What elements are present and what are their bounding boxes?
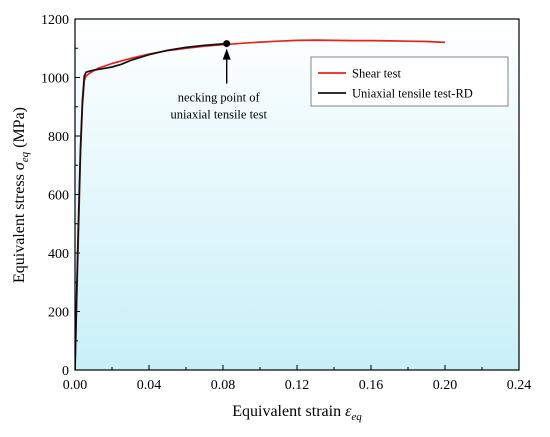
necking-annotation: necking point of uniaxial tensile test: [170, 40, 267, 122]
annotation-text-line-1: necking point of: [178, 91, 261, 105]
legend-label-shear-test: Shear test: [352, 67, 401, 81]
x-tick-label: 0.20: [433, 378, 458, 393]
annotation-arrow-head: [222, 48, 231, 60]
legend: Shear test Uniaxial tensile test-RD: [310, 56, 509, 107]
y-tick-label: 400: [48, 247, 69, 262]
y-axis-title-text: Equivalent stress: [11, 170, 28, 283]
y-axis-title-unit: (MPa): [11, 107, 28, 152]
y-tick-label: 1200: [41, 13, 69, 28]
series-line-uniaxial-tensile-test-rd: [75, 42, 227, 370]
annotation-text-line-2: uniaxial tensile test: [170, 108, 267, 122]
legend-box: [310, 56, 509, 107]
x-tick-label: 0.00: [63, 378, 88, 393]
necking-point-marker: [223, 40, 231, 48]
y-tick-label: 600: [48, 189, 69, 204]
y-tick-label: 1000: [41, 72, 69, 87]
legend-label-uniaxial-tensile: Uniaxial tensile test-RD: [352, 87, 473, 101]
x-tick-label: 0.16: [359, 378, 384, 393]
axis-ticks: 0.00 0.04 0.08 0.12 0.16 0.20 0.24 0 200 400 600 80…: [41, 13, 531, 393]
y-axis-title: Equivalent stress σeq (MPa): [11, 107, 31, 283]
x-tick-label: 0.08: [211, 378, 236, 393]
y-tick-label: 200: [48, 306, 69, 321]
y-axis-title-subscript: eq: [19, 151, 31, 162]
x-tick-label: 0.24: [507, 378, 532, 393]
y-tick-label: 0: [62, 364, 69, 379]
data-series: [75, 39, 446, 370]
x-axis-title-symbol: ε: [345, 403, 352, 420]
x-axis-title: Equivalent strain εeq: [232, 403, 362, 423]
x-axis-title-text: Equivalent strain: [232, 403, 345, 420]
plot-frame: [74, 18, 520, 371]
x-axis-title-subscript: eq: [351, 411, 362, 423]
x-tick-label: 0.12: [285, 378, 310, 393]
y-tick-label: 800: [48, 130, 69, 145]
x-tick-label: 0.04: [137, 378, 162, 393]
y-axis-title-symbol: σ: [11, 161, 28, 170]
